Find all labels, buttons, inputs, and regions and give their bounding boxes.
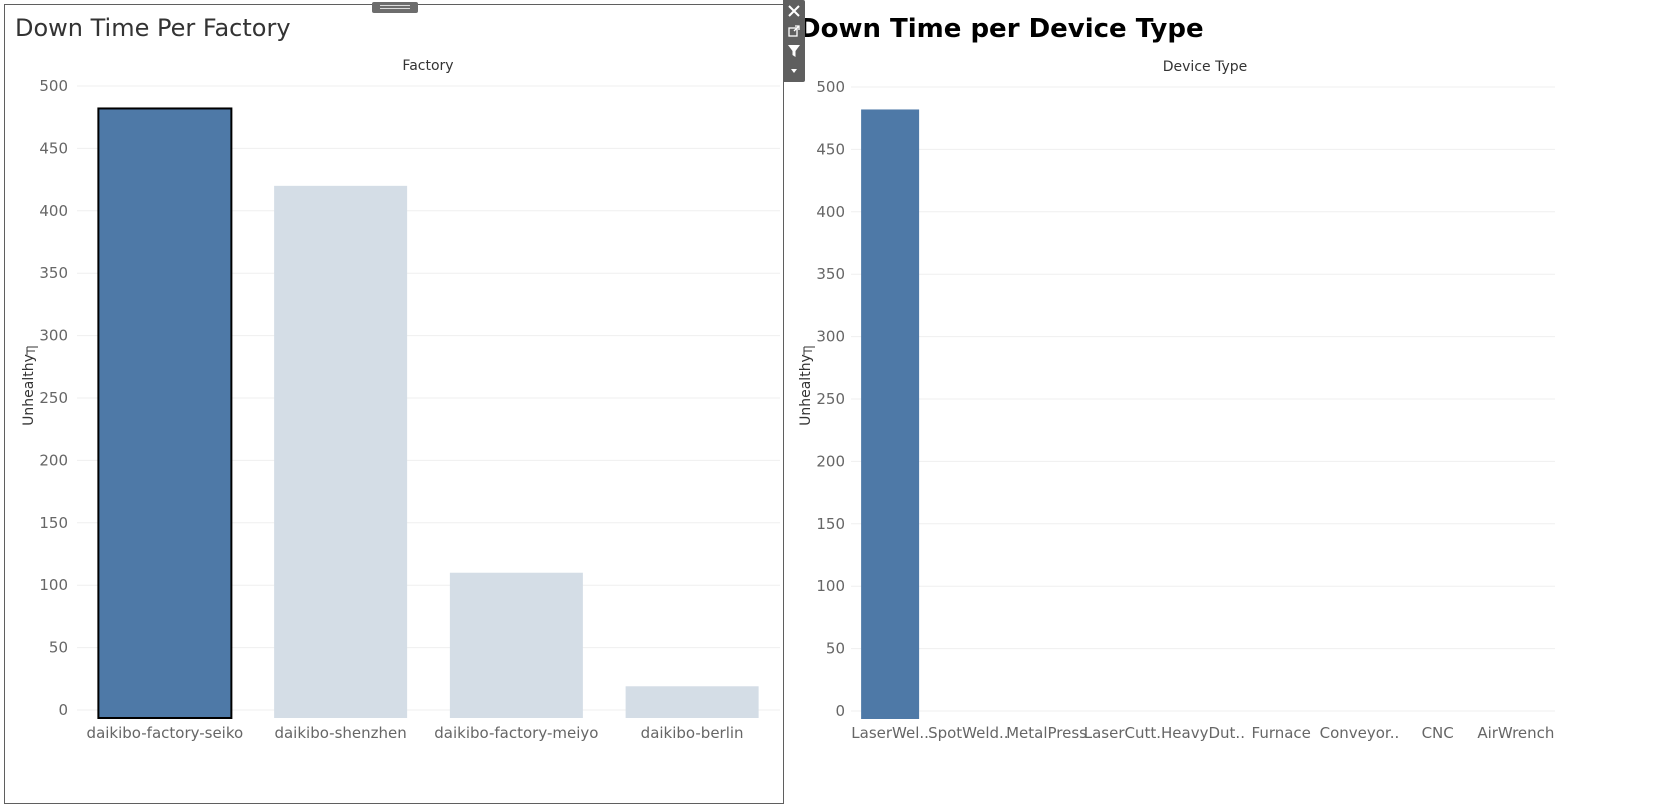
factory-y-tick-label: 300 <box>39 327 68 345</box>
charts-canvas: Factory Unhealthy 0 50 100 150 200 250 300 350 400… <box>21 58 1555 742</box>
sheet-toolbar <box>783 0 805 82</box>
factory-y-tick-label: 0 <box>58 701 68 719</box>
factory-bar-daikibo-shenzhen[interactable] <box>274 185 408 719</box>
popout-icon[interactable] <box>783 21 805 41</box>
factory-y-tick-label: 350 <box>39 264 68 282</box>
device-type-category-label: HeavyDut.. <box>1161 724 1245 742</box>
device-type-y-tick-label: 50 <box>826 640 845 658</box>
device-type-category-label: SpotWeld.. <box>928 724 1009 742</box>
device-type-chart-title: Down Time per Device Type <box>799 14 1204 44</box>
factory-y-tick-label: 50 <box>49 639 68 657</box>
device-type-y-tick-label: 350 <box>816 265 845 283</box>
sort-icon <box>26 346 38 355</box>
device-type-category-label: LaserWel.. <box>851 724 929 742</box>
device-type-category-label: AirWrench <box>1477 724 1554 742</box>
factory-category-label: daikibo-berlin <box>641 724 744 742</box>
device-type-y-tick-label: 300 <box>816 328 845 346</box>
dropdown-arrow-icon[interactable] <box>783 61 805 81</box>
device-type-y-tick-label: 200 <box>816 452 845 470</box>
factory-header: Factory <box>402 58 453 74</box>
factory-bar-daikibo-factory-meiyo[interactable] <box>449 572 583 718</box>
factory-y-tick-label: 250 <box>39 389 68 407</box>
device-type-y-tick-label: 100 <box>816 577 845 595</box>
factory-category-label: daikibo-factory-meiyo <box>434 724 598 742</box>
device-type-y-tick-label: 500 <box>816 78 845 96</box>
factory-category-label: daikibo-factory-seiko <box>87 724 244 742</box>
device-type-y-tick-label: 0 <box>835 702 845 720</box>
factory-chart: Factory Unhealthy 0 50 100 150 200 250 300 350 400… <box>21 58 780 742</box>
factory-y-tick-label: 100 <box>39 576 68 594</box>
device-type-header: Device Type <box>1163 59 1248 75</box>
device-type-y-axis-label: Unhealthy <box>798 354 814 426</box>
factory-y-tick-label: 200 <box>39 451 68 469</box>
device-type-category-label: Furnace <box>1252 724 1311 742</box>
factory-chart-title: Down Time Per Factory <box>15 14 291 42</box>
device-type-y-tick-label: 250 <box>816 390 845 408</box>
factory-y-tick-label: 500 <box>39 77 68 95</box>
factory-y-tick-label: 400 <box>39 202 68 220</box>
factory-category-label: daikibo-shenzhen <box>274 724 406 742</box>
device-type-category-label: MetalPress <box>1006 724 1087 742</box>
sort-icon <box>803 346 815 355</box>
factory-y-tick-label: 450 <box>39 139 68 157</box>
device-type-category-label: LaserCutt.. <box>1084 724 1166 742</box>
device-type-y-tick-label: 400 <box>816 203 845 221</box>
device-type-category-label: CNC <box>1422 724 1454 742</box>
close-icon[interactable] <box>783 1 805 21</box>
factory-y-tick-label: 150 <box>39 514 68 532</box>
device-type-y-tick-label: 450 <box>816 140 845 158</box>
device-type-chart: Device Type Unhealthy 0 50 100 150 200 250 300 35… <box>798 59 1555 742</box>
drag-handle[interactable] <box>372 2 418 13</box>
device-type-bar-laserwel[interactable] <box>861 109 920 720</box>
factory-bar-daikibo-berlin[interactable] <box>625 686 759 718</box>
factory-y-axis-label: Unhealthy <box>21 354 37 426</box>
filter-icon[interactable] <box>783 41 805 61</box>
device-type-y-tick-label: 150 <box>816 515 845 533</box>
factory-bar-daikibo-factory-seiko[interactable] <box>97 107 233 720</box>
device-type-category-label: Conveyor.. <box>1320 724 1400 742</box>
